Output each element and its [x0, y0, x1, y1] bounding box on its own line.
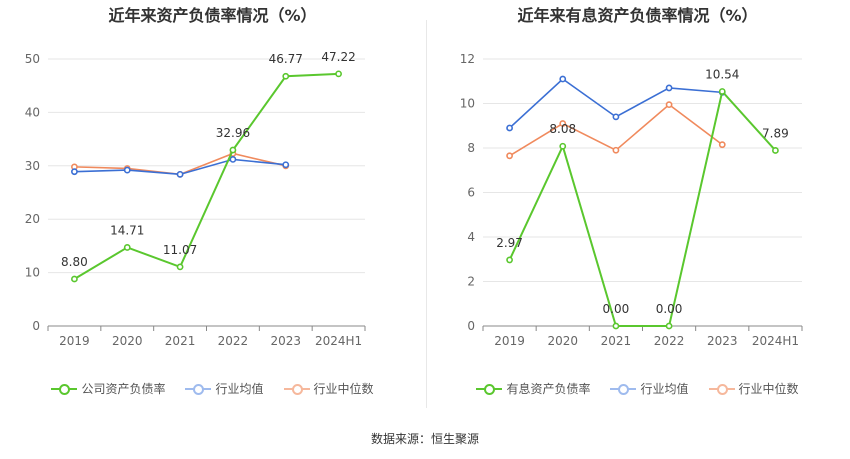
y-tick-label: 10 — [25, 266, 40, 280]
legend-median-icon — [708, 383, 735, 395]
y-tick-label: 0 — [32, 319, 40, 333]
data-point-avg — [559, 75, 567, 83]
data-label: 10.54 — [705, 67, 739, 81]
data-source-label: 数据来源：恒生聚源 — [370, 432, 479, 446]
chart-title: 近年来资产负债率情况（%） — [108, 6, 317, 25]
series-line-company — [508, 89, 777, 327]
x-tick-label: 2020 — [547, 334, 578, 348]
x-tick-label: 2024H1 — [752, 334, 799, 348]
data-point-company — [559, 142, 567, 150]
data-point-company — [506, 256, 513, 264]
legend: 有息资产负债率 行业均值 行业中位数 — [425, 380, 850, 397]
x-tick-label: 2021 — [165, 334, 196, 348]
data-point-avg — [282, 161, 290, 169]
y-tick-label: 2 — [467, 275, 475, 289]
interest-debt-ratio-chart: 0 2 4 6 8 10 12 2019 2020 2021 2022 2023 2024H1 2.97 8… — [460, 52, 803, 348]
x-tick-label: 2020 — [112, 334, 143, 348]
data-point-company — [123, 244, 131, 251]
data-point-company — [718, 88, 726, 95]
y-tick-label: 6 — [467, 186, 475, 200]
legend-item-avg[interactable]: 行业均值 — [610, 380, 689, 397]
chart-panel-debt-ratio: 近年来资产负债率情况（%） 0 10 20 30 40 50 2019 2020 2021 202… — [0, 0, 425, 410]
legend-company-icon — [51, 383, 78, 395]
legend-label: 有息资产负债率 — [506, 382, 591, 396]
data-label: 2.97 — [496, 236, 523, 250]
panel-divider — [426, 20, 427, 408]
legend-label: 行业中位数 — [738, 382, 799, 396]
legend-label: 公司资产负债率 — [81, 382, 166, 396]
legend-avg-icon — [185, 383, 212, 395]
x-tick-label: 2019 — [59, 334, 90, 348]
data-point-avg — [71, 168, 78, 176]
data-point-company — [772, 147, 779, 154]
series-line-company — [73, 72, 339, 280]
data-point-median — [665, 101, 673, 109]
legend-avg-icon — [610, 383, 637, 395]
data-point-median — [612, 146, 620, 154]
y-tick-label: 0 — [467, 319, 475, 333]
legend-company-icon — [476, 383, 503, 395]
data-point-company — [665, 322, 673, 330]
data-label: 8.08 — [549, 122, 576, 136]
data-point-avg — [123, 166, 131, 174]
y-tick-label: 20 — [25, 212, 40, 226]
debt-ratio-chart: 0 10 20 30 40 50 2019 2020 2021 2022 2023 2024H1 8.8… — [25, 50, 366, 348]
data-point-avg — [506, 124, 513, 132]
data-label: 0.00 — [656, 302, 683, 316]
data-label: 11.07 — [163, 243, 197, 257]
data-label: 0.00 — [603, 302, 630, 316]
data-point-company — [229, 146, 237, 154]
y-tick-label: 30 — [25, 159, 40, 173]
x-tick-label: 2021 — [601, 334, 632, 348]
x-tick-label: 2019 — [494, 334, 525, 348]
chart-panel-interest-debt-ratio: 近年来有息资产负债率情况（%） 0 2 4 6 8 10 12 2019 2020 2021 202… — [425, 0, 850, 410]
data-point-avg — [229, 155, 237, 163]
y-tick-label: 50 — [25, 52, 40, 66]
x-tick-label: 2022 — [654, 334, 685, 348]
legend-label: 行业均值 — [640, 382, 689, 396]
data-point-company — [71, 275, 78, 283]
data-point-median — [718, 141, 726, 149]
y-tick-label: 10 — [460, 97, 475, 111]
chart-title: 近年来有息资产负债率情况（%） — [517, 6, 758, 25]
legend-label: 行业中位数 — [313, 382, 374, 396]
data-point-company — [335, 70, 342, 78]
legend-median-icon — [283, 383, 310, 395]
data-point-avg — [612, 113, 620, 121]
data-point-company — [176, 263, 184, 271]
x-tick-label: 2022 — [218, 334, 249, 348]
legend-label: 行业均值 — [215, 382, 264, 396]
data-point-avg — [665, 84, 673, 92]
legend-item-avg[interactable]: 行业均值 — [185, 380, 264, 397]
data-label: 8.80 — [61, 255, 88, 269]
x-tick-label: 2023 — [707, 334, 738, 348]
data-label: 7.89 — [762, 126, 789, 140]
legend-item-company[interactable]: 有息资产负债率 — [476, 380, 590, 397]
data-point-median — [506, 152, 513, 160]
x-tick-label: 2023 — [270, 334, 301, 348]
legend: 公司资产负债率 行业均值 行业中位数 — [0, 380, 425, 397]
y-tick-label: 4 — [467, 230, 475, 244]
legend-item-company[interactable]: 公司资产负债率 — [51, 380, 165, 397]
data-label: 14.71 — [110, 223, 144, 237]
data-point-median — [559, 120, 567, 127]
legend-item-median[interactable]: 行业中位数 — [283, 380, 374, 397]
data-label: 32.96 — [216, 126, 250, 140]
data-point-company — [282, 72, 290, 80]
data-point-avg — [176, 170, 184, 178]
x-tick-label: 2024H1 — [315, 334, 362, 348]
data-label: 47.22 — [321, 50, 355, 64]
data-point-company — [612, 322, 620, 330]
data-label: 46.77 — [269, 52, 303, 66]
y-tick-label: 8 — [467, 141, 475, 155]
y-tick-label: 40 — [25, 105, 40, 119]
legend-item-median[interactable]: 行业中位数 — [708, 380, 799, 397]
y-tick-label: 12 — [460, 52, 475, 66]
